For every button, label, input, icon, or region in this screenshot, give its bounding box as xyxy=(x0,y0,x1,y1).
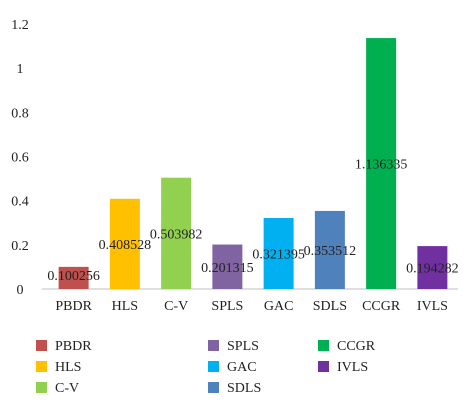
x-axis-categories: PBDR HLS C-V SPLS GAC SDLS CCGR IVLS xyxy=(55,299,448,314)
bar-ivls xyxy=(417,246,448,289)
x-category-label: IVLS xyxy=(417,299,448,314)
x-category-label: GAC xyxy=(264,299,294,314)
legend-label: CCGR xyxy=(337,339,376,354)
legend-label: PBDR xyxy=(55,339,92,354)
legend-swatch xyxy=(208,340,219,351)
y-tick-label: 0.4 xyxy=(11,195,29,210)
legend-swatch xyxy=(36,382,47,393)
bar-hls xyxy=(109,198,140,289)
legend-item-gac: GAC xyxy=(208,360,257,375)
bar-spls xyxy=(212,244,243,289)
bar-sdls xyxy=(314,210,345,289)
legend-label: SPLS xyxy=(227,339,259,354)
legend-swatch xyxy=(36,340,47,351)
legend-item-c-v: C-V xyxy=(36,381,79,396)
x-category-label: SDLS xyxy=(313,299,347,314)
legend-swatch xyxy=(208,361,219,372)
bar-ccgr xyxy=(366,38,397,289)
legend-item-ivls: IVLS xyxy=(318,360,368,375)
data-label: 1.136335 xyxy=(355,158,408,173)
x-category-label: PBDR xyxy=(55,299,92,314)
legend-swatch xyxy=(318,340,329,351)
y-tick-label: 0.6 xyxy=(11,151,29,166)
y-tick-label: 0.2 xyxy=(11,239,29,254)
data-label: 0.408528 xyxy=(99,238,152,253)
y-tick-label: 1 xyxy=(17,62,24,77)
legend-item-hls: HLS xyxy=(36,360,81,375)
legend-label: HLS xyxy=(55,360,81,375)
legend-label: GAC xyxy=(227,360,257,375)
data-label: 0.100256 xyxy=(47,269,100,284)
legend-item-spls: SPLS xyxy=(208,339,259,354)
data-label: 0.201315 xyxy=(201,261,254,276)
x-category-label: SPLS xyxy=(211,299,243,314)
x-category-label: HLS xyxy=(112,299,138,314)
y-tick-label: 0 xyxy=(17,283,24,298)
x-category-label: C-V xyxy=(164,299,188,314)
bars xyxy=(58,38,448,289)
legend-label: IVLS xyxy=(337,360,368,375)
legend-label: SDLS xyxy=(227,381,261,396)
legend-item-ccgr: CCGR xyxy=(318,339,376,354)
x-category-label: CCGR xyxy=(362,299,401,314)
y-tick-label: 0.8 xyxy=(11,106,29,121)
legend-item-pbdr: PBDR xyxy=(36,339,92,354)
legend-item-sdls: SDLS xyxy=(208,381,261,396)
legend-swatch xyxy=(208,382,219,393)
y-tick-label: 1.2 xyxy=(11,18,29,33)
legend-swatch xyxy=(36,361,47,372)
legend-swatch xyxy=(318,361,329,372)
data-label: 0.321395 xyxy=(252,248,305,263)
y-axis-ticks: 0 0.2 0.4 0.6 0.8 1 1.2 xyxy=(11,18,29,298)
data-label: 0.353512 xyxy=(304,244,357,259)
bar-c-v xyxy=(161,177,192,289)
legend-label: C-V xyxy=(55,381,79,396)
data-label: 0.503982 xyxy=(150,227,203,242)
data-label: 0.194282 xyxy=(406,262,459,277)
bar-gac xyxy=(263,218,294,289)
bar-pbdr xyxy=(58,266,89,289)
legend: PBDR HLS C-V SPLS GAC SDLS CCGR IVLS xyxy=(36,339,376,396)
